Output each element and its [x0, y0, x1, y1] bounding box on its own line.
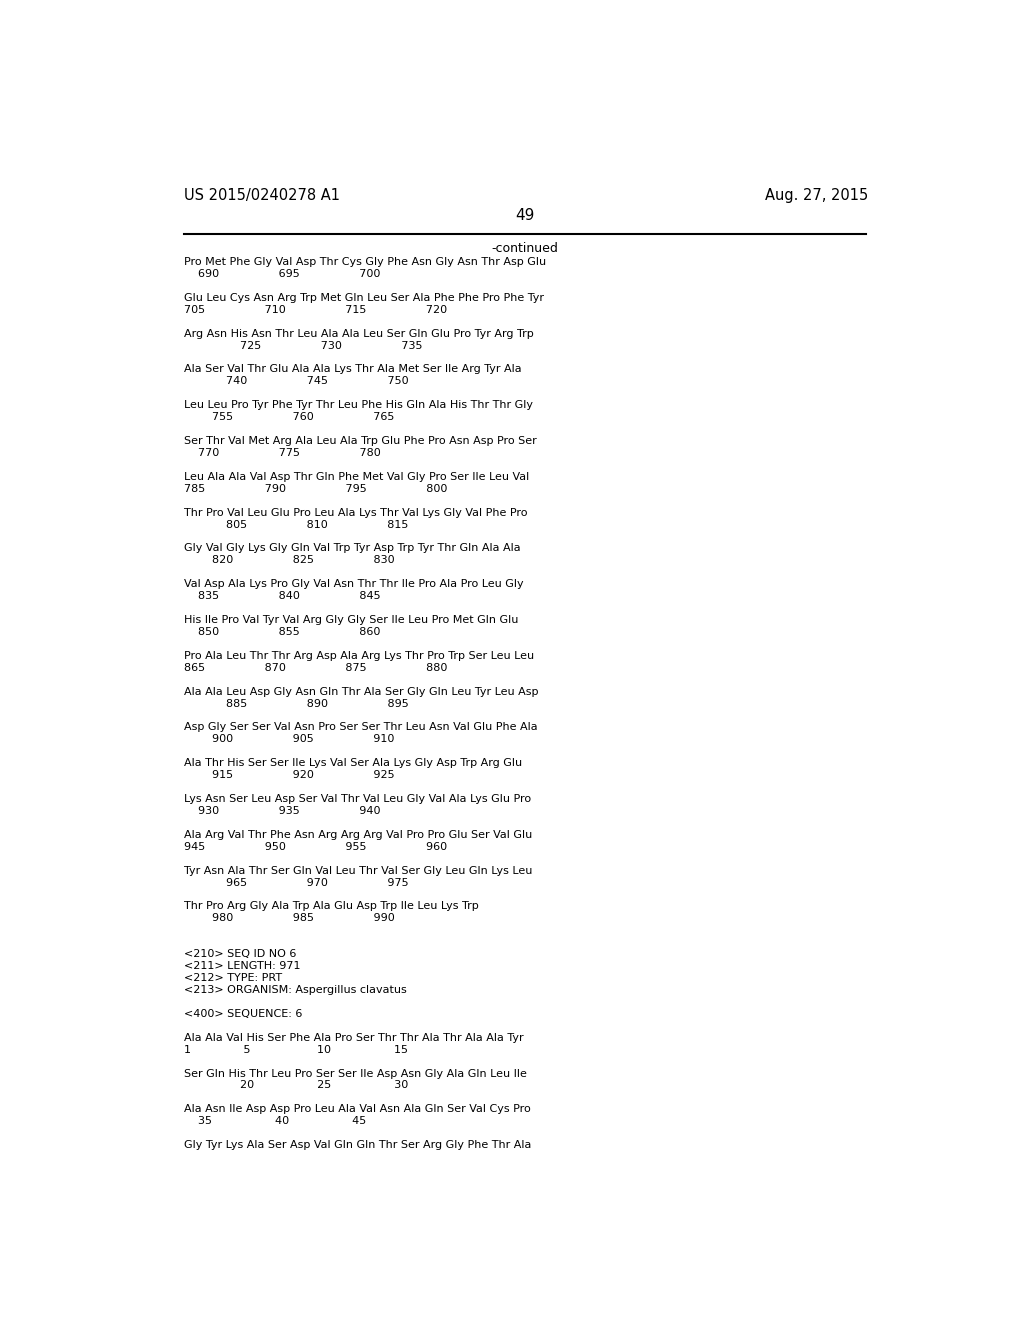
Text: 930                 935                 940: 930 935 940: [183, 807, 380, 816]
Text: Leu Ala Ala Val Asp Thr Gln Phe Met Val Gly Pro Ser Ile Leu Val: Leu Ala Ala Val Asp Thr Gln Phe Met Val …: [183, 471, 529, 482]
Text: Ala Thr His Ser Ser Ile Lys Val Ser Ala Lys Gly Asp Trp Arg Glu: Ala Thr His Ser Ser Ile Lys Val Ser Ala …: [183, 758, 522, 768]
Text: Thr Pro Val Leu Glu Pro Leu Ala Lys Thr Val Lys Gly Val Phe Pro: Thr Pro Val Leu Glu Pro Leu Ala Lys Thr …: [183, 508, 527, 517]
Text: Ala Ala Leu Asp Gly Asn Gln Thr Ala Ser Gly Gln Leu Tyr Leu Asp: Ala Ala Leu Asp Gly Asn Gln Thr Ala Ser …: [183, 686, 539, 697]
Text: 915                 920                 925: 915 920 925: [183, 770, 394, 780]
Text: Glu Leu Cys Asn Arg Trp Met Gln Leu Ser Ala Phe Phe Pro Phe Tyr: Glu Leu Cys Asn Arg Trp Met Gln Leu Ser …: [183, 293, 544, 302]
Text: 850                 855                 860: 850 855 860: [183, 627, 380, 638]
Text: 865                 870                 875                 880: 865 870 875 880: [183, 663, 447, 673]
Text: <213> ORGANISM: Aspergillus clavatus: <213> ORGANISM: Aspergillus clavatus: [183, 985, 407, 995]
Text: -continued: -continued: [492, 242, 558, 255]
Text: <210> SEQ ID NO 6: <210> SEQ ID NO 6: [183, 949, 296, 960]
Text: US 2015/0240278 A1: US 2015/0240278 A1: [183, 187, 340, 203]
Text: 965                 970                 975: 965 970 975: [183, 878, 409, 887]
Text: His Ile Pro Val Tyr Val Arg Gly Gly Ser Ile Leu Pro Met Gln Glu: His Ile Pro Val Tyr Val Arg Gly Gly Ser …: [183, 615, 518, 624]
Text: Thr Pro Arg Gly Ala Trp Ala Glu Asp Trp Ile Leu Lys Trp: Thr Pro Arg Gly Ala Trp Ala Glu Asp Trp …: [183, 902, 478, 911]
Text: 945                 950                 955                 960: 945 950 955 960: [183, 842, 446, 851]
Text: Tyr Asn Ala Thr Ser Gln Val Leu Thr Val Ser Gly Leu Gln Lys Leu: Tyr Asn Ala Thr Ser Gln Val Leu Thr Val …: [183, 866, 532, 875]
Text: Lys Asn Ser Leu Asp Ser Val Thr Val Leu Gly Val Ala Lys Glu Pro: Lys Asn Ser Leu Asp Ser Val Thr Val Leu …: [183, 795, 530, 804]
Text: Ser Gln His Thr Leu Pro Ser Ser Ile Asp Asn Gly Ala Gln Leu Ile: Ser Gln His Thr Leu Pro Ser Ser Ile Asp …: [183, 1069, 526, 1078]
Text: Asp Gly Ser Ser Val Asn Pro Ser Ser Thr Leu Asn Val Glu Phe Ala: Asp Gly Ser Ser Val Asn Pro Ser Ser Thr …: [183, 722, 538, 733]
Text: 785                 790                 795                 800: 785 790 795 800: [183, 483, 447, 494]
Text: Ala Ser Val Thr Glu Ala Ala Lys Thr Ala Met Ser Ile Arg Tyr Ala: Ala Ser Val Thr Glu Ala Ala Lys Thr Ala …: [183, 364, 521, 375]
Text: <400> SEQUENCE: 6: <400> SEQUENCE: 6: [183, 1008, 302, 1019]
Text: 885                 890                 895: 885 890 895: [183, 698, 409, 709]
Text: Arg Asn His Asn Thr Leu Ala Ala Leu Ser Gln Glu Pro Tyr Arg Trp: Arg Asn His Asn Thr Leu Ala Ala Leu Ser …: [183, 329, 534, 338]
Text: 690                 695                 700: 690 695 700: [183, 269, 380, 279]
Text: 49: 49: [515, 209, 535, 223]
Text: Val Asp Ala Lys Pro Gly Val Asn Thr Thr Ile Pro Ala Pro Leu Gly: Val Asp Ala Lys Pro Gly Val Asn Thr Thr …: [183, 579, 523, 589]
Text: Ala Ala Val His Ser Phe Ala Pro Ser Thr Thr Ala Thr Ala Ala Tyr: Ala Ala Val His Ser Phe Ala Pro Ser Thr …: [183, 1032, 523, 1043]
Text: 755                 760                 765: 755 760 765: [183, 412, 394, 422]
Text: <212> TYPE: PRT: <212> TYPE: PRT: [183, 973, 282, 983]
Text: Ala Arg Val Thr Phe Asn Arg Arg Arg Val Pro Pro Glu Ser Val Glu: Ala Arg Val Thr Phe Asn Arg Arg Arg Val …: [183, 830, 532, 840]
Text: 20                  25                  30: 20 25 30: [183, 1081, 408, 1090]
Text: Pro Ala Leu Thr Thr Arg Asp Ala Arg Lys Thr Pro Trp Ser Leu Leu: Pro Ala Leu Thr Thr Arg Asp Ala Arg Lys …: [183, 651, 534, 661]
Text: Gly Tyr Lys Ala Ser Asp Val Gln Gln Thr Ser Arg Gly Phe Thr Ala: Gly Tyr Lys Ala Ser Asp Val Gln Gln Thr …: [183, 1140, 531, 1150]
Text: <211> LENGTH: 971: <211> LENGTH: 971: [183, 961, 300, 972]
Text: Ser Thr Val Met Arg Ala Leu Ala Trp Glu Phe Pro Asn Asp Pro Ser: Ser Thr Val Met Arg Ala Leu Ala Trp Glu …: [183, 436, 537, 446]
Text: 725                 730                 735: 725 730 735: [183, 341, 422, 351]
Text: 835                 840                 845: 835 840 845: [183, 591, 381, 601]
Text: Leu Leu Pro Tyr Phe Tyr Thr Leu Phe His Gln Ala His Thr Thr Gly: Leu Leu Pro Tyr Phe Tyr Thr Leu Phe His …: [183, 400, 532, 411]
Text: 900                 905                 910: 900 905 910: [183, 734, 394, 744]
Text: Ala Asn Ile Asp Asp Pro Leu Ala Val Asn Ala Gln Ser Val Cys Pro: Ala Asn Ile Asp Asp Pro Leu Ala Val Asn …: [183, 1105, 530, 1114]
Text: Gly Val Gly Lys Gly Gln Val Trp Tyr Asp Trp Tyr Thr Gln Ala Ala: Gly Val Gly Lys Gly Gln Val Trp Tyr Asp …: [183, 544, 520, 553]
Text: Aug. 27, 2015: Aug. 27, 2015: [765, 187, 868, 203]
Text: 805                 810                 815: 805 810 815: [183, 520, 409, 529]
Text: 705                 710                 715                 720: 705 710 715 720: [183, 305, 446, 314]
Text: Pro Met Phe Gly Val Asp Thr Cys Gly Phe Asn Gly Asn Thr Asp Glu: Pro Met Phe Gly Val Asp Thr Cys Gly Phe …: [183, 257, 546, 267]
Text: 820                 825                 830: 820 825 830: [183, 556, 394, 565]
Text: 980                 985                 990: 980 985 990: [183, 913, 394, 924]
Text: 1               5                   10                  15: 1 5 10 15: [183, 1044, 408, 1055]
Text: 35                  40                  45: 35 40 45: [183, 1117, 366, 1126]
Text: 770                 775                 780: 770 775 780: [183, 447, 381, 458]
Text: 740                 745                 750: 740 745 750: [183, 376, 409, 387]
